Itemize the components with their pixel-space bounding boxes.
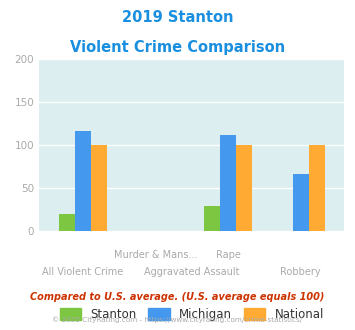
Bar bbox=[204, 206, 220, 231]
Legend: Stanton, Michigan, National: Stanton, Michigan, National bbox=[56, 305, 327, 325]
Text: Robbery: Robbery bbox=[280, 267, 321, 277]
Text: © 2025 CityRating.com - https://www.cityrating.com/crime-statistics/: © 2025 CityRating.com - https://www.city… bbox=[53, 317, 302, 323]
Text: Murder & Mans...: Murder & Mans... bbox=[114, 250, 197, 260]
Text: Compared to U.S. average. (U.S. average equals 100): Compared to U.S. average. (U.S. average … bbox=[30, 292, 325, 302]
Bar bbox=[309, 145, 325, 231]
Bar bbox=[91, 145, 106, 231]
Text: Aggravated Assault: Aggravated Assault bbox=[144, 267, 240, 277]
Text: Rape: Rape bbox=[215, 250, 240, 260]
Bar bbox=[59, 214, 75, 231]
Bar bbox=[75, 131, 91, 231]
Text: All Violent Crime: All Violent Crime bbox=[42, 267, 123, 277]
Text: Violent Crime Comparison: Violent Crime Comparison bbox=[70, 40, 285, 54]
Bar bbox=[293, 174, 309, 231]
Bar bbox=[220, 135, 236, 231]
Text: 2019 Stanton: 2019 Stanton bbox=[122, 10, 233, 25]
Bar bbox=[236, 145, 252, 231]
